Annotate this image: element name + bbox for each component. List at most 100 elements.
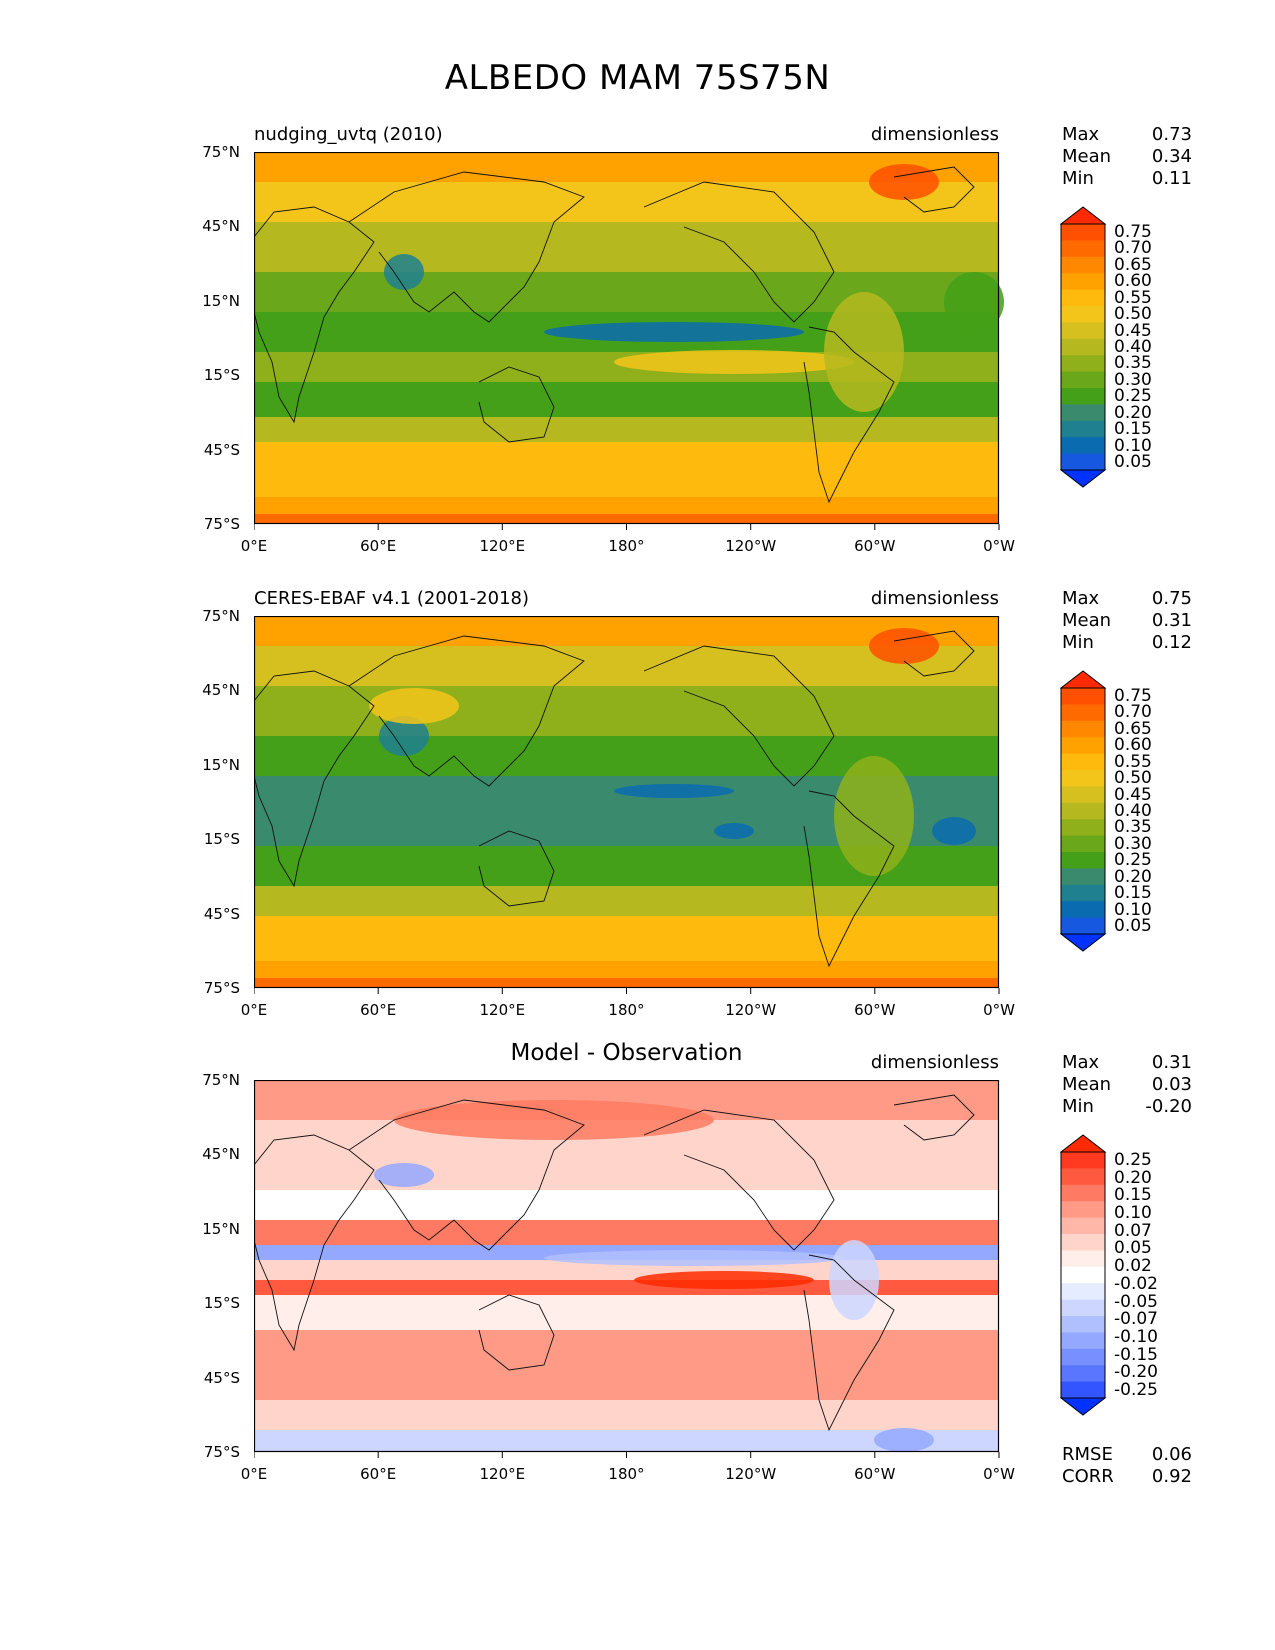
colorbar-extend-min	[1060, 933, 1107, 952]
colorbar-tick-label: 0.05	[1114, 916, 1152, 936]
colorbar-segment	[1061, 884, 1105, 902]
colorbar-tick-label: 0.35	[1114, 817, 1152, 838]
colorbar-segment	[1061, 1250, 1105, 1268]
field-band	[254, 417, 999, 442]
colorbar-segment	[1061, 917, 1105, 935]
stat-label: Mean	[1062, 146, 1112, 167]
field-band	[254, 497, 999, 514]
field-band	[254, 1430, 999, 1452]
x-tick-label: 120°E	[479, 1001, 526, 1019]
coastline	[478, 366, 555, 443]
stat-label: Min	[1062, 168, 1094, 189]
colorbar-tick-label: 0.40	[1114, 337, 1152, 357]
stat-value: 0.12	[1151, 632, 1192, 653]
stat-value: 0.73	[1151, 124, 1192, 145]
x-tick-label: 60°E	[360, 1465, 397, 1483]
colorbar-segment	[1061, 852, 1105, 869]
colorbar-segment	[1061, 1152, 1105, 1169]
field-band	[254, 1190, 999, 1220]
field-feature	[932, 817, 976, 845]
x-tick-label: 60°W	[854, 1465, 896, 1483]
panel-title: CERES-EBAF v4.1 (2001-2018)	[254, 588, 530, 609]
field-feature	[634, 1271, 814, 1289]
metric-label: RMSE	[1062, 1444, 1113, 1465]
x-tick-label: 60°E	[360, 1001, 397, 1019]
map-frame	[254, 616, 1000, 989]
x-tick-label: 0°E	[240, 537, 268, 555]
colorbar-tick-label: -0.15	[1114, 1344, 1158, 1365]
colorbar-segment	[1061, 688, 1105, 705]
stats-block: Max 0.73 Mean 0.34 Min 0.11	[1062, 124, 1192, 190]
colorbar-segment	[1061, 1168, 1105, 1186]
colorbar-segment	[1061, 1365, 1105, 1383]
colorbar-tick-label: 0.30	[1114, 369, 1152, 390]
colorbar-extend-max	[1060, 1134, 1107, 1153]
coastline	[803, 1254, 895, 1432]
colorbar-tick-label: 0.20	[1114, 866, 1152, 887]
colorbar-segment	[1061, 224, 1105, 241]
stats-block: Max 0.75 Mean 0.31 Min 0.12	[1062, 588, 1192, 654]
colorbar-tick-label: 0.02	[1114, 1256, 1152, 1277]
x-tick-label: 60°W	[854, 1001, 896, 1019]
colorbar-extend-max	[1060, 670, 1107, 689]
y-tick-label: 75°N	[202, 607, 240, 625]
stats-block: Max 0.31 Mean 0.03 Min -0.20	[1062, 1052, 1192, 1118]
colorbar-segment	[1061, 802, 1105, 820]
colorbar-tick-label: 0.05	[1114, 452, 1152, 472]
figure-title: ALBEDO MAM 75S75N	[444, 58, 831, 98]
y-tick-label: 75°S	[203, 515, 240, 533]
colorbar-tick-label: 0.20	[1114, 402, 1152, 423]
map-panel-1: nudging_uvtq (2010) dimensionless 75°N 45°N…	[0, 124, 1275, 584]
colorbar-segment	[1061, 868, 1105, 886]
field-feature	[369, 688, 459, 724]
x-tick-label: 0°W	[983, 537, 1015, 555]
colorbar-segment	[1061, 1348, 1105, 1366]
coastline	[478, 830, 555, 907]
colorbar-frame	[1060, 223, 1106, 471]
panel-units: dimensionless	[870, 1052, 999, 1073]
colorbar	[1060, 1134, 1107, 1416]
stat-value: 0.34	[1151, 146, 1192, 167]
map-frame	[254, 1080, 1000, 1453]
panel-title: nudging_uvtq (2010)	[254, 124, 443, 145]
x-tick-label: 0°E	[240, 1001, 268, 1019]
coastline	[348, 171, 585, 323]
colorbar-tick-label: 0.10	[1114, 899, 1152, 920]
stat-label: Max	[1062, 588, 1100, 609]
y-tick-label: 45°N	[202, 681, 240, 700]
colorbar-segment	[1061, 420, 1105, 438]
colorbar-segment	[1061, 1184, 1105, 1202]
panel-title: Model - Observation	[510, 1040, 743, 1066]
colorbar-segment	[1061, 704, 1105, 722]
field-band	[254, 442, 999, 497]
colorbar-segment	[1061, 273, 1105, 291]
field-feature	[544, 322, 804, 342]
x-tick-label: 0°W	[983, 1465, 1015, 1483]
colorbar-segment	[1061, 453, 1105, 471]
colorbar-segment	[1061, 1299, 1105, 1317]
colorbar-tick-label: 0.20	[1114, 1167, 1152, 1188]
map-panel-3: Model - Observation dimensionless 75°N 45°N…	[0, 1040, 1275, 1512]
stat-value: 0.75	[1151, 588, 1192, 609]
colorbar-tick-label: 0.50	[1114, 768, 1152, 789]
colorbar-tick-label: -0.05	[1114, 1291, 1158, 1312]
x-tick-label: 120°E	[479, 537, 526, 555]
coastline	[643, 181, 835, 323]
map-field	[254, 152, 1004, 530]
field-feature	[869, 628, 939, 664]
field-band	[254, 222, 999, 272]
field-band	[254, 1330, 999, 1400]
colorbar-segment	[1061, 355, 1105, 373]
colorbar-tick-label: -0.07	[1114, 1309, 1158, 1330]
colorbar-segment	[1061, 1283, 1105, 1301]
colorbar-tick-label: 0.60	[1114, 735, 1152, 756]
colorbar-tick-label: 0.35	[1114, 353, 1152, 374]
coastline	[478, 1294, 555, 1371]
colorbar-segment	[1061, 1234, 1105, 1251]
y-tick-label: 45°N	[202, 217, 240, 236]
y-tick-label: 75°S	[203, 979, 240, 997]
x-tick-label: 120°W	[725, 537, 777, 555]
colorbar-tick-label: 0.40	[1114, 801, 1152, 821]
colorbar-extend-max	[1060, 206, 1107, 225]
coastline	[893, 630, 975, 677]
